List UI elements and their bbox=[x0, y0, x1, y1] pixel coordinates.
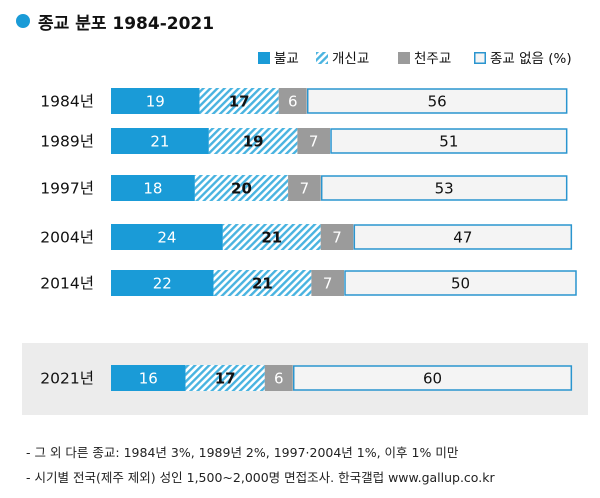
data-label: 60 bbox=[423, 370, 442, 388]
data-label: 24 bbox=[157, 229, 176, 247]
legend-label-4: 종교 없음 (%) bbox=[490, 51, 572, 67]
category-label: 1997년 bbox=[40, 180, 94, 198]
data-label: 53 bbox=[435, 180, 454, 198]
data-label: 7 bbox=[323, 275, 333, 293]
bar-segment bbox=[330, 128, 568, 154]
data-label: 56 bbox=[428, 93, 447, 111]
category-label: 1984년 bbox=[40, 93, 94, 111]
data-label: 47 bbox=[453, 229, 472, 247]
legend-swatch-2 bbox=[316, 52, 328, 64]
bar-segment bbox=[199, 88, 279, 114]
data-label: 17 bbox=[215, 370, 236, 388]
legend-swatch-3 bbox=[398, 52, 410, 64]
data-label: 7 bbox=[332, 229, 342, 247]
bar-segment bbox=[111, 270, 214, 296]
data-label: 18 bbox=[143, 180, 162, 198]
data-label: 21 bbox=[261, 229, 282, 247]
bar-segment bbox=[297, 128, 331, 154]
bar-segment bbox=[288, 175, 321, 201]
bar-segment bbox=[311, 270, 344, 296]
data-label: 21 bbox=[150, 133, 169, 151]
data-label: 22 bbox=[153, 275, 172, 293]
legend-swatch-1 bbox=[258, 52, 270, 64]
legend-label-3: 천주교 bbox=[414, 51, 451, 67]
category-label: 2021년 bbox=[40, 370, 94, 388]
bar-segment bbox=[278, 88, 307, 114]
bar-segment bbox=[344, 270, 577, 296]
bar-segment bbox=[111, 175, 195, 201]
footnote-other-religions: - 그 외 다른 종교: 1984년 3%, 1989년 2%, 1997·20… bbox=[26, 445, 459, 460]
bar-segment bbox=[111, 365, 186, 391]
bar-segment bbox=[111, 224, 223, 250]
bar-segment bbox=[194, 175, 289, 201]
legend-label-2: 개신교 bbox=[332, 51, 369, 67]
data-label: 17 bbox=[229, 93, 250, 111]
legend-swatch-4 bbox=[474, 52, 486, 64]
bar-segment bbox=[185, 365, 265, 391]
bar-segment bbox=[264, 365, 293, 391]
bar-segment bbox=[353, 224, 573, 250]
data-label: 7 bbox=[309, 133, 319, 151]
chart-title-row: 종교 분포 1984-2021 bbox=[16, 6, 214, 36]
title-bullet-icon bbox=[16, 14, 30, 28]
data-label: 6 bbox=[288, 93, 298, 111]
category-label: 2014년 bbox=[40, 275, 94, 293]
chart-title: 종교 분포 1984-2021 bbox=[38, 13, 215, 34]
data-label: 16 bbox=[139, 370, 158, 388]
bar-segment bbox=[222, 224, 321, 250]
footnote-survey-method: - 시기별 전국(제주 제외) 성인 1,500~2,000명 면접조사. 한국… bbox=[26, 470, 495, 485]
bar-segment bbox=[320, 175, 568, 201]
bar-segment bbox=[320, 224, 354, 250]
data-label: 51 bbox=[439, 133, 458, 151]
data-label: 7 bbox=[300, 180, 310, 198]
data-label: 6 bbox=[274, 370, 284, 388]
bar-segment bbox=[213, 270, 312, 296]
data-label: 19 bbox=[243, 133, 264, 151]
category-label: 2004년 bbox=[40, 229, 94, 247]
bar-segment bbox=[292, 365, 573, 391]
data-label: 19 bbox=[146, 93, 165, 111]
legend-label-1: 불교 bbox=[274, 51, 299, 67]
bar-segment bbox=[208, 128, 298, 154]
category-label: 1989년 bbox=[40, 133, 94, 151]
bar-segment bbox=[111, 88, 200, 114]
data-label: 21 bbox=[252, 275, 273, 293]
data-label: 20 bbox=[231, 180, 252, 198]
bar-segment bbox=[306, 88, 568, 114]
bar-segment bbox=[111, 128, 209, 154]
data-label: 50 bbox=[451, 275, 470, 293]
